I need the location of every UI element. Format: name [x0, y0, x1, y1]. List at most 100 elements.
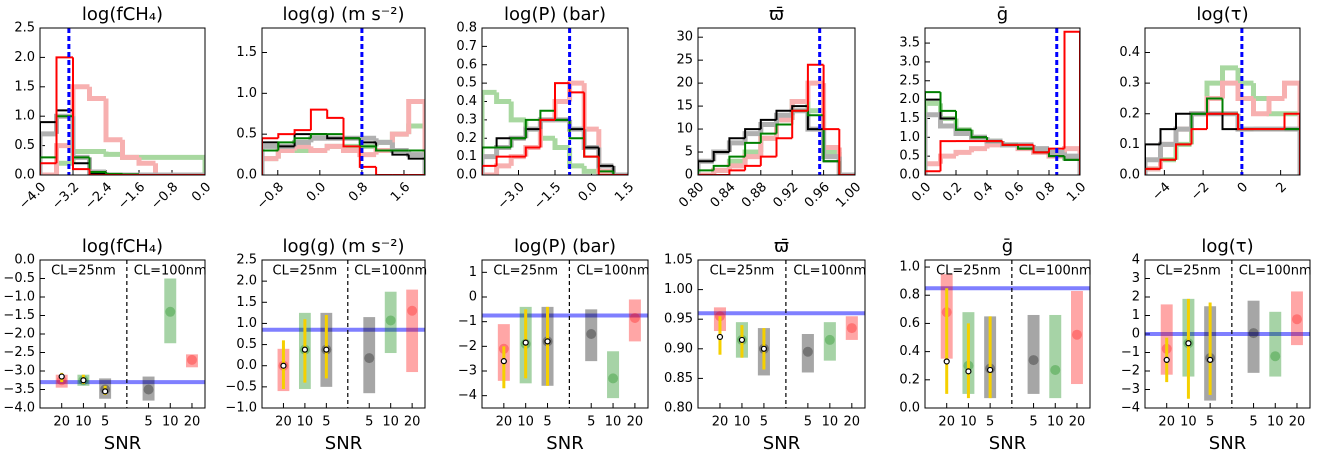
y-tick-label: 0.4 — [456, 94, 477, 109]
y-tick-label: 0.6 — [899, 316, 920, 331]
annotation: CL=25nm — [493, 264, 558, 279]
histogram-step — [539, 109, 555, 120]
panel-title: log(τ) — [1201, 236, 1253, 257]
range-box — [384, 291, 397, 354]
y-tick-label: 2.5 — [14, 21, 35, 36]
error-point — [301, 346, 308, 353]
plot-frame — [924, 27, 1081, 176]
y-tick-label: −4.0 — [3, 401, 35, 416]
histogram-step — [406, 99, 425, 175]
y-tick-label: −3.0 — [3, 364, 35, 379]
x-tick-label: 0.0 — [576, 180, 601, 205]
histogram-step — [309, 108, 328, 131]
x-tick-label: 0.84 — [708, 180, 739, 211]
annotation: CL=100nm — [577, 264, 650, 279]
y-tick-label: 0.0 — [899, 401, 920, 416]
x-tick-label: 5 — [804, 415, 812, 430]
annotation: CL=100nm — [1019, 264, 1092, 279]
x-tick-label: 5 — [543, 415, 551, 430]
error-point — [58, 373, 65, 380]
histogram-step — [105, 172, 123, 175]
y-tick-label: 0.7 — [456, 39, 477, 54]
y-tick-label: 0.1 — [456, 149, 477, 164]
histogram-step — [136, 157, 156, 166]
histogram-step — [775, 137, 793, 157]
error-point — [1163, 356, 1170, 363]
annotation: CL=25nm — [936, 264, 1001, 279]
x-tick-label: 5 — [587, 415, 595, 430]
histogram-step — [358, 146, 377, 168]
histogram-step — [524, 118, 541, 139]
range-box — [1247, 300, 1260, 373]
annotation: CL=25nm — [1156, 264, 1221, 279]
x-tick-label: −1.6 — [115, 180, 148, 213]
histogram-step — [495, 155, 512, 166]
histogram-step — [391, 150, 409, 156]
x-tick-label: 20 — [53, 415, 70, 430]
median-dot — [143, 384, 154, 395]
histogram-step — [1063, 156, 1080, 175]
y-tick-label: 1.0 — [899, 130, 920, 145]
histogram-step — [1284, 126, 1300, 175]
error-point — [544, 338, 551, 345]
histogram-step — [55, 56, 73, 164]
y-tick-label: 0.5 — [14, 138, 35, 153]
x-axis-label: SNR — [325, 433, 362, 454]
x-tick-label: −2 — [1188, 180, 1212, 204]
histogram-step — [375, 166, 393, 175]
histogram-step — [1032, 144, 1049, 154]
histogram-step — [1145, 167, 1161, 175]
y-tick-label: 1.5 — [899, 111, 920, 126]
range-box — [1269, 311, 1282, 377]
histogram-step — [712, 164, 730, 171]
histogram-step — [728, 169, 746, 175]
y-tick-label: 0.5 — [456, 76, 477, 91]
range-box — [142, 376, 155, 401]
x-tick-label: 5 — [101, 415, 109, 430]
histogram-step — [1017, 144, 1034, 150]
histogram-step — [1189, 111, 1207, 130]
error-point — [1207, 356, 1214, 363]
y-tick-label: 4 — [1132, 253, 1140, 268]
histogram-step — [262, 143, 279, 175]
y-tick-label: 1.0 — [899, 260, 920, 275]
histogram-step — [728, 155, 746, 166]
error-point — [80, 377, 87, 384]
histogram-step — [188, 154, 205, 175]
range-box — [186, 354, 198, 368]
histogram-step — [275, 148, 295, 159]
histogram-step — [744, 128, 761, 139]
y-tick-label: 1 — [469, 265, 477, 280]
y-tick-label: −3 — [458, 364, 477, 379]
x-tick-label: 10 — [162, 415, 179, 430]
plot-frame — [697, 27, 856, 176]
y-tick-label: −2.5 — [3, 345, 35, 360]
histogram-step — [698, 160, 714, 175]
median-dot — [629, 312, 640, 323]
y-tick-label: 1.00 — [664, 282, 693, 297]
x-tick-label: 10 — [734, 415, 751, 430]
histogram-step — [1282, 80, 1300, 175]
plot-frame — [261, 259, 426, 409]
histogram-step — [537, 117, 555, 130]
x-tick-label: 0.2 — [940, 180, 965, 205]
histogram-step — [341, 146, 360, 153]
histogram-step — [482, 89, 497, 175]
y-tick-label: 20 — [676, 76, 693, 91]
histogram-step — [925, 91, 941, 175]
y-tick-label: −0.5 — [225, 379, 257, 394]
x-tick-label: 5 — [1249, 415, 1257, 430]
histogram-step — [610, 165, 628, 175]
plot-frame — [39, 259, 206, 409]
annotation: CL=100nm — [793, 264, 866, 279]
y-tick-label: 0.95 — [664, 312, 693, 327]
histogram-step — [744, 141, 761, 157]
histogram-step — [494, 92, 512, 104]
panel-title: log(τ) — [1196, 4, 1248, 25]
histogram-step — [775, 109, 793, 120]
panel-title: log(fCH₄) — [82, 4, 163, 25]
histogram-step — [262, 156, 279, 175]
panel-title: log(P) (bar) — [514, 236, 616, 257]
histogram-step — [539, 118, 555, 148]
y-tick-label: −3 — [1121, 382, 1140, 397]
